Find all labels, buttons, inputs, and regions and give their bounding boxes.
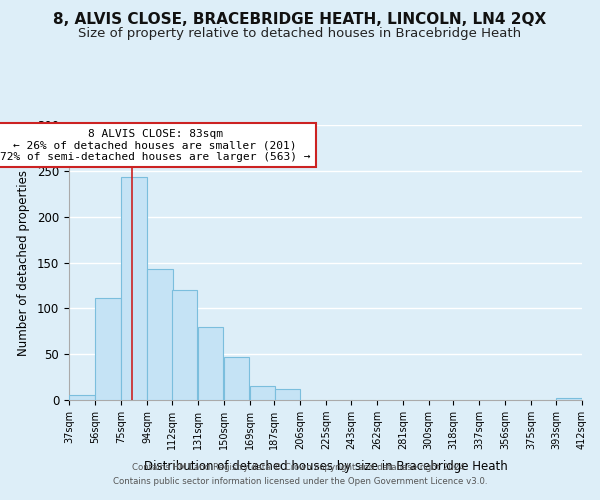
Bar [250, 386, 275, 400]
Y-axis label: Number of detached properties: Number of detached properties [17, 170, 30, 356]
Bar [95, 298, 121, 400]
Bar [148, 269, 173, 400]
Text: 8 ALVIS CLOSE: 83sqm
← 26% of detached houses are smaller (201)
72% of semi-deta: 8 ALVIS CLOSE: 83sqm ← 26% of detached h… [0, 128, 310, 162]
X-axis label: Distribution of detached houses by size in Bracebridge Heath: Distribution of detached houses by size … [143, 460, 508, 473]
Bar [172, 290, 197, 400]
Text: Contains public sector information licensed under the Open Government Licence v3: Contains public sector information licen… [113, 477, 487, 486]
Text: 8, ALVIS CLOSE, BRACEBRIDGE HEATH, LINCOLN, LN4 2QX: 8, ALVIS CLOSE, BRACEBRIDGE HEATH, LINCO… [53, 12, 547, 28]
Bar [224, 357, 249, 400]
Bar [198, 326, 223, 400]
Bar [556, 398, 581, 400]
Text: Size of property relative to detached houses in Bracebridge Heath: Size of property relative to detached ho… [79, 28, 521, 40]
Bar [121, 178, 146, 400]
Text: Contains HM Land Registry data © Crown copyright and database right 2024.: Contains HM Land Registry data © Crown c… [132, 464, 468, 472]
Bar [275, 389, 300, 400]
Bar [70, 396, 95, 400]
